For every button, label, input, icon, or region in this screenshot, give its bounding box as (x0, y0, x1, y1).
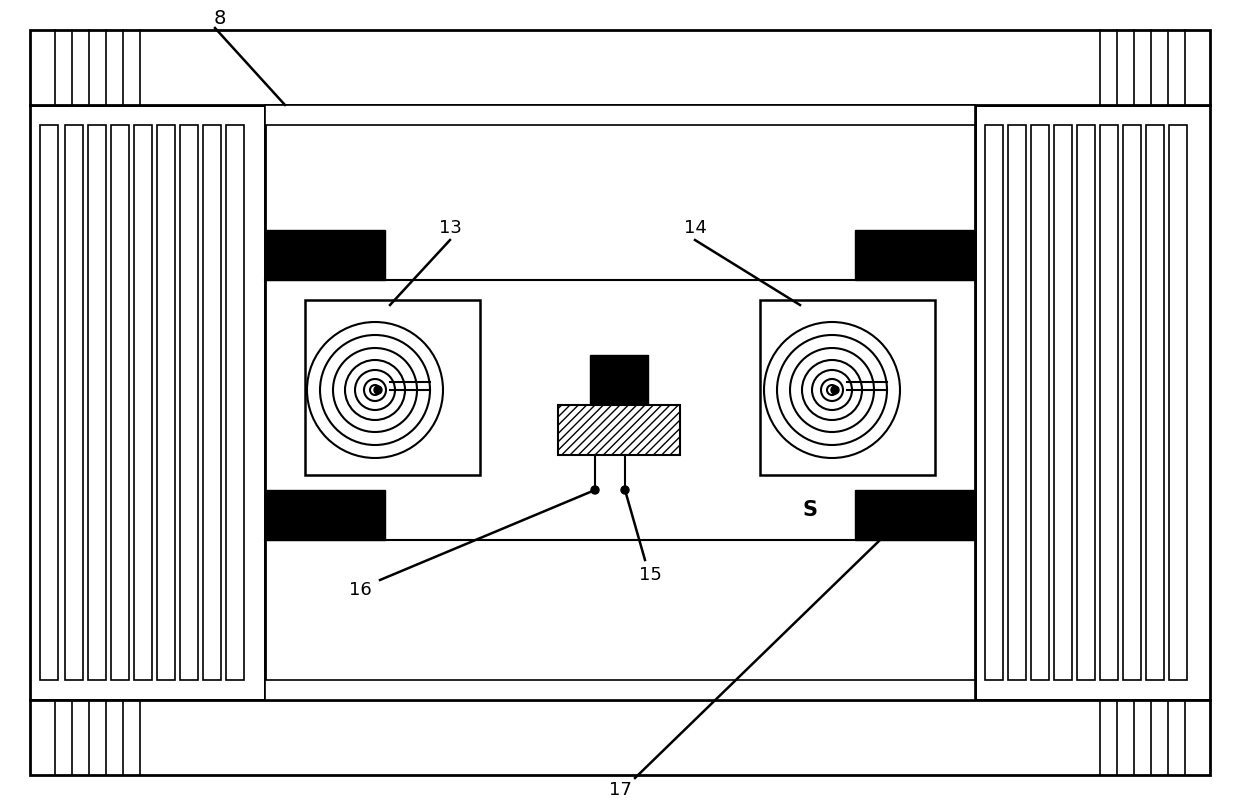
Bar (1146, 125, 1164, 680)
Bar (1054, 125, 1073, 680)
Bar (30, 30, 1210, 105)
Bar (88, 125, 105, 680)
Bar (305, 300, 480, 475)
Bar (157, 125, 175, 680)
Bar (1008, 125, 1025, 680)
Circle shape (374, 386, 382, 394)
Circle shape (831, 386, 839, 394)
Bar (265, 230, 384, 280)
Text: 15: 15 (639, 566, 661, 584)
Bar (856, 490, 975, 540)
Bar (760, 300, 935, 475)
Bar (30, 700, 1210, 775)
Text: 17: 17 (609, 781, 631, 799)
Bar (40, 125, 58, 680)
Bar (265, 105, 975, 700)
Bar (856, 230, 975, 280)
Circle shape (621, 486, 629, 494)
Text: 16: 16 (348, 581, 371, 599)
Circle shape (591, 486, 599, 494)
Bar (1123, 125, 1141, 680)
Bar (1030, 125, 1049, 680)
Text: 8: 8 (213, 9, 226, 27)
Bar (30, 105, 265, 700)
Bar (180, 125, 198, 680)
Bar (558, 405, 680, 455)
Bar (985, 125, 1003, 680)
Bar (265, 490, 384, 540)
Bar (975, 105, 1210, 700)
Bar (1169, 125, 1187, 680)
Bar (1078, 125, 1095, 680)
Bar (265, 105, 975, 125)
Bar (1100, 125, 1118, 680)
Bar (134, 125, 153, 680)
Text: S: S (802, 500, 817, 520)
Bar (265, 680, 975, 700)
Text: N: N (341, 500, 358, 520)
Bar (590, 355, 649, 405)
Bar (226, 125, 244, 680)
Bar (112, 125, 129, 680)
Bar (64, 125, 83, 680)
Text: 14: 14 (683, 219, 707, 237)
Bar (203, 125, 221, 680)
Text: 13: 13 (439, 219, 461, 237)
